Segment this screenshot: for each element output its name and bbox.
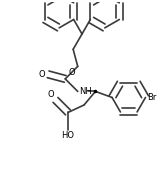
Text: Br: Br — [147, 93, 157, 102]
Text: O: O — [39, 70, 45, 79]
Text: O: O — [68, 68, 75, 77]
Text: O: O — [48, 90, 54, 99]
Text: HO: HO — [62, 131, 74, 140]
Text: NH: NH — [79, 87, 92, 96]
